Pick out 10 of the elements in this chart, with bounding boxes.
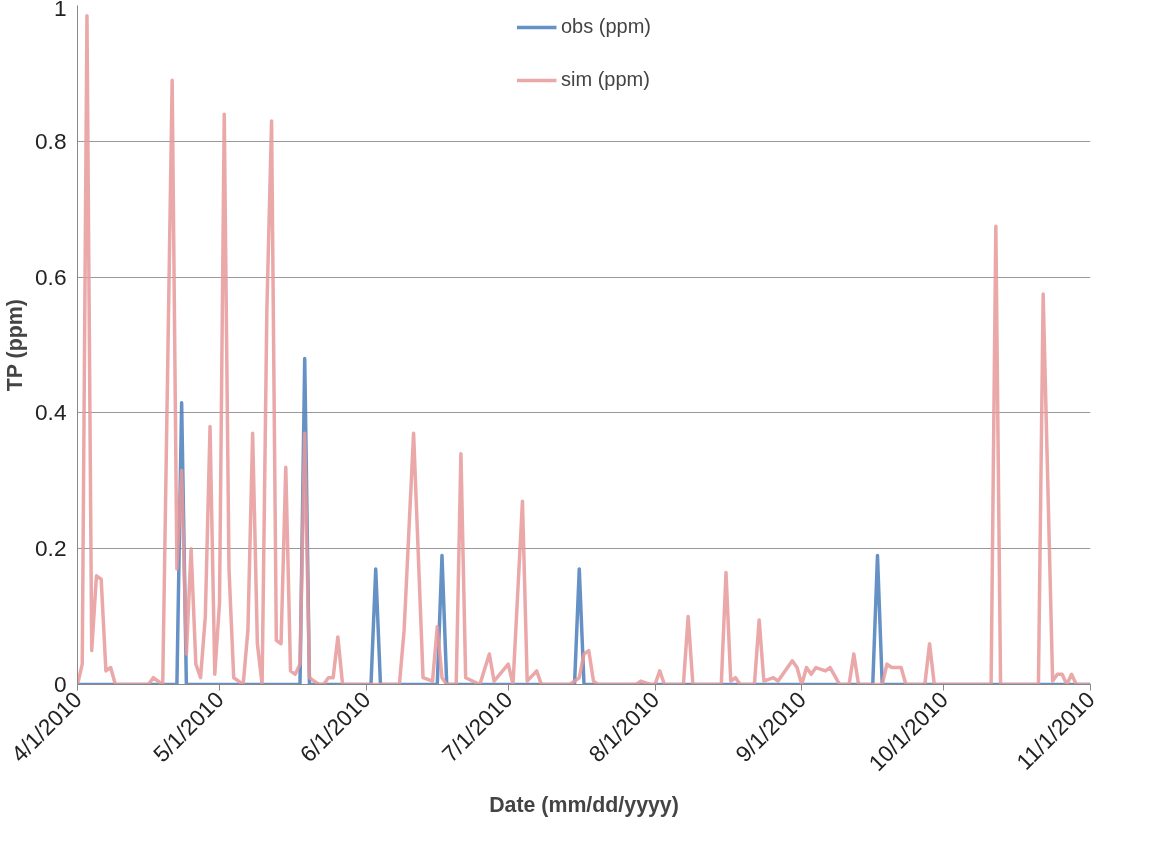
y-tick-label: 0.6 — [35, 263, 67, 290]
legend-label: sim (ppm) — [560, 68, 650, 91]
x-axis-title: Date (mm/dd/yyyy) — [489, 793, 679, 818]
legend-label: obs (ppm) — [560, 15, 652, 38]
y-tick-label: 1 — [53, 0, 67, 21]
y-axis-title: TP (ppm) — [3, 299, 27, 392]
y-tick-label: 0.8 — [35, 127, 67, 154]
y-tick-label: 0.2 — [35, 535, 67, 562]
y-tick-label: 0.4 — [35, 399, 67, 426]
y-tick-label: 0 — [53, 671, 67, 697]
